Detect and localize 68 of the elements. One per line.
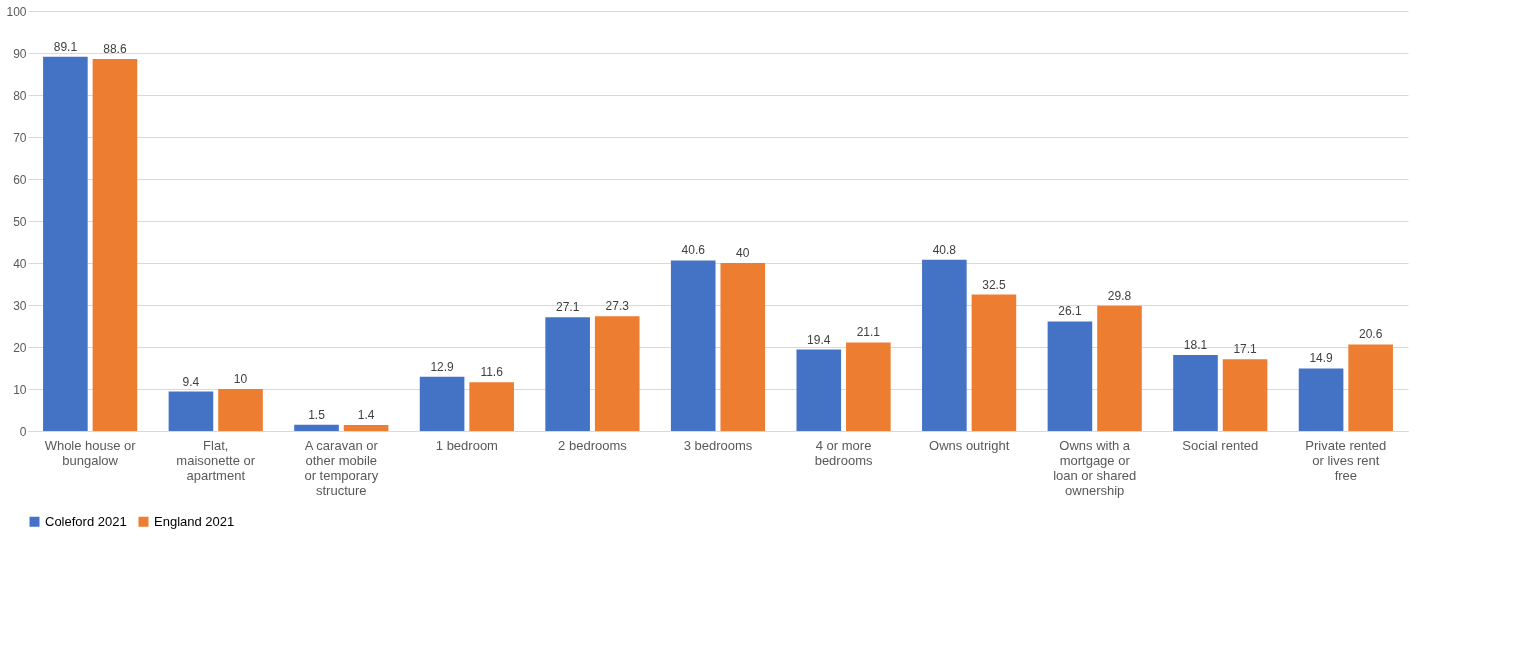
y-tick-label: 80: [13, 88, 27, 103]
y-tick-label: 50: [13, 214, 27, 229]
bar: [294, 424, 339, 431]
y-tick-label: 30: [13, 298, 27, 313]
data-label: 1.5: [308, 407, 326, 422]
x-tick-label: 1 bedroom: [435, 437, 498, 453]
data-label: 12.9: [430, 359, 455, 374]
data-label: 1.4: [357, 408, 375, 423]
y-tick-label: 70: [13, 130, 27, 145]
data-label: 27.1: [555, 300, 580, 315]
y-tick-label: 40: [13, 256, 27, 271]
bar: [343, 425, 389, 431]
bar: [594, 316, 640, 431]
data-label: 40: [736, 246, 750, 260]
legend-label: England 2021: [154, 513, 235, 529]
x-tick-label: Owns with a mortgage or loan or shared ownership: [1053, 437, 1137, 498]
y-tick-label: 100: [6, 4, 27, 19]
x-tick-label: Whole house or bungalow: [44, 437, 137, 468]
x-tick-label: Private rented or lives rent free: [1305, 437, 1387, 483]
x-tick-label: A caravan or other mobile or temporary structure: [304, 437, 379, 498]
bar: [922, 259, 967, 431]
data-label: 17.1: [1233, 342, 1258, 357]
bar: [545, 317, 590, 431]
bar: [971, 294, 1017, 431]
bar: [846, 342, 891, 431]
bar: [43, 56, 88, 431]
data-label: 88.6: [103, 41, 127, 56]
data-label: 21.1: [856, 325, 881, 340]
data-label: 18.1: [1183, 337, 1208, 352]
data-label: 11.6: [480, 365, 504, 380]
y-tick-label: 10: [13, 382, 27, 397]
data-label: 29.8: [1107, 288, 1132, 303]
y-tick-label: 0: [19, 424, 27, 439]
bar: [419, 376, 465, 431]
bar: [1298, 368, 1344, 431]
legend-label: Coleford 2021: [45, 513, 127, 529]
bar: [670, 260, 716, 431]
data-label: 89.1: [53, 39, 78, 54]
bar: [168, 391, 214, 431]
bar: [720, 263, 766, 431]
data-label: 10: [233, 372, 248, 386]
data-label: 9.4: [182, 374, 200, 389]
y-tick-label: 90: [13, 46, 27, 61]
bar: [469, 382, 514, 431]
y-tick-label: 60: [13, 172, 27, 187]
data-label: 32.5: [982, 277, 1006, 292]
x-tick-label: Social rented: [1182, 437, 1259, 453]
bar: [218, 389, 263, 431]
bar: [1047, 321, 1093, 431]
bar: [92, 58, 138, 431]
bar: [796, 349, 842, 431]
data-label: 19.4: [807, 332, 831, 347]
x-tick-label: 4 or more bedrooms: [814, 437, 873, 468]
data-label: 20.6: [1358, 327, 1383, 342]
x-tick-label: 2 bedrooms: [558, 437, 628, 453]
y-tick-label: 20: [13, 340, 27, 355]
bar: [1348, 344, 1393, 431]
bar: [1173, 354, 1218, 431]
bar: [1222, 359, 1268, 431]
x-tick-label: Flat, maisonette or apartment: [176, 437, 256, 483]
data-label: 40.8: [932, 242, 957, 257]
bar: [1097, 305, 1142, 431]
data-label: 26.1: [1058, 304, 1082, 319]
x-tick-label: 3 bedrooms: [683, 437, 753, 453]
data-label: 40.6: [681, 243, 706, 258]
data-label: 27.3: [605, 299, 630, 314]
data-label: 14.9: [1309, 351, 1334, 366]
x-tick-label: Owns outright: [929, 437, 1010, 453]
